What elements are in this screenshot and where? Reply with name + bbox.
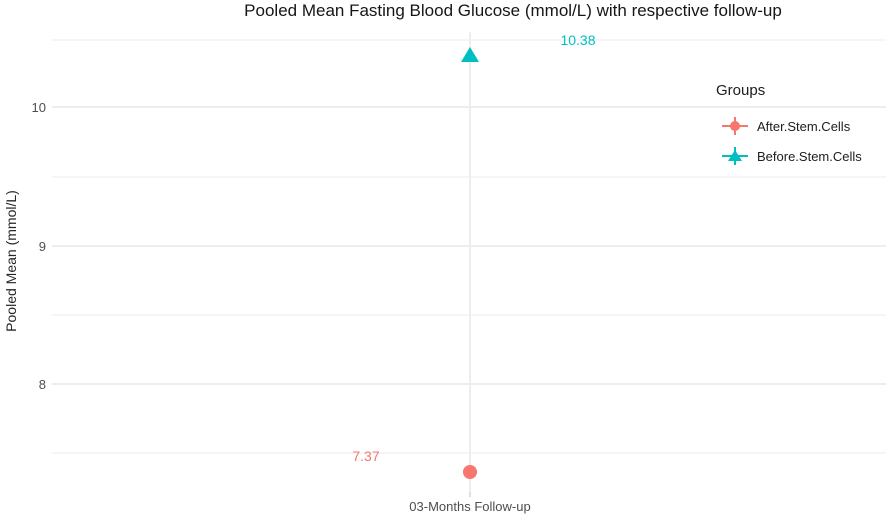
legend-label-after-stem-cells: After.Stem.Cells	[757, 118, 851, 134]
data-label-before-stem-cells: 10.38	[560, 32, 596, 48]
data-point-after-stem-cells	[463, 465, 477, 479]
legend-title: Groups	[716, 82, 766, 99]
y-tick-label-10: 10	[31, 100, 46, 115]
data-label-after-stem-cells: 7.37	[352, 448, 380, 464]
circle-pointrange-icon	[722, 113, 748, 139]
x-tick-label-followup: 03-Months Follow-up	[409, 499, 531, 514]
triangle-pointrange-icon	[722, 143, 748, 169]
legend-item-before-stem-cells: Before.Stem.Cells	[708, 141, 886, 171]
y-axis-title: Pooled Mean (mmol/L)	[3, 190, 19, 332]
data-point-before-stem-cells	[461, 47, 479, 62]
y-tick-label-9: 9	[38, 239, 46, 254]
legend: Groups After.Stem.Cells Before.Stem.Cell…	[708, 82, 886, 171]
y-tick-label-8: 8	[38, 377, 46, 392]
gridline-vertical-category	[469, 32, 471, 492]
x-axis-tick-mark	[469, 492, 471, 497]
legend-item-after-stem-cells: After.Stem.Cells	[708, 111, 886, 141]
chart-title: Pooled Mean Fasting Blood Glucose (mmol/…	[244, 1, 782, 20]
legend-label-before-stem-cells: Before.Stem.Cells	[757, 148, 862, 164]
